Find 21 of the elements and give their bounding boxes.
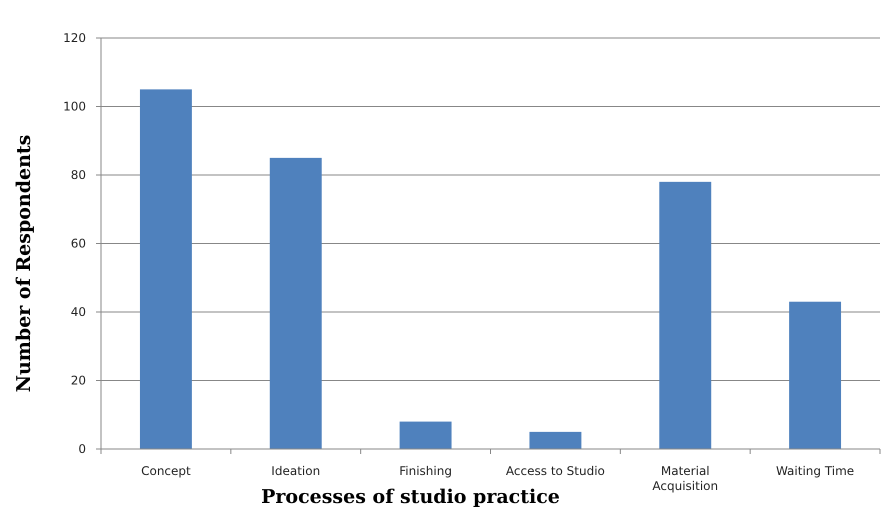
y-tick-label: 100 [63,100,86,114]
y-tick-label: 120 [63,31,86,46]
y-tick-label: 40 [70,305,86,320]
bar [140,89,192,449]
bar [529,432,582,449]
bar [400,422,452,449]
y-tick-label: 80 [70,168,86,182]
x-axis-title: Processes of studio practice [261,486,560,508]
y-tick-label: 0 [78,442,86,456]
x-tick-label: Concept [141,464,192,478]
bar [270,158,322,449]
bar [659,182,712,449]
bar [789,302,842,449]
x-tick-label: Ideation [271,464,320,478]
x-tick-label: Access to Studio [506,464,605,478]
x-tick-label: Finishing [399,464,452,478]
y-axis-title: Number of Respondents [13,134,35,392]
x-tick-label: Material Acquisition [652,464,718,493]
x-tick-label: Waiting Time [776,464,854,478]
y-tick-label: 20 [70,374,86,388]
y-tick-label: 60 [70,236,86,251]
